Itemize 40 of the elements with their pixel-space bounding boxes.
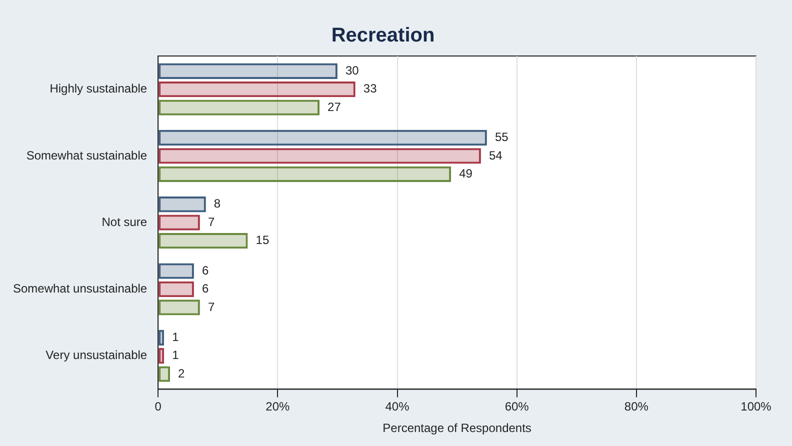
y-tick-label: Very unsustainable bbox=[46, 348, 148, 362]
x-tick-label: 80% bbox=[624, 400, 649, 414]
data-label: 7 bbox=[208, 214, 215, 229]
bar bbox=[158, 281, 194, 298]
data-label: 7 bbox=[208, 300, 215, 314]
data-label: 54 bbox=[488, 148, 503, 162]
x-tick-label: 40% bbox=[385, 400, 410, 414]
chart-title: Recreation bbox=[331, 24, 435, 47]
data-label: 1 bbox=[172, 348, 180, 362]
bar bbox=[158, 81, 356, 98]
data-label: 27 bbox=[328, 100, 342, 114]
x-tick-label: 100% bbox=[740, 400, 772, 414]
data-label: 1 bbox=[172, 330, 180, 344]
data-label: 2 bbox=[178, 366, 186, 380]
data-label: 55 bbox=[494, 130, 509, 144]
y-tick-label: Highly sustainable bbox=[50, 82, 148, 96]
bar bbox=[158, 196, 206, 212]
bar bbox=[158, 100, 320, 116]
x-axis-title: Percentage of Respondents bbox=[382, 421, 532, 436]
x-tick-label: 60% bbox=[504, 400, 530, 414]
y-tick-label: Somewhat unsustainable bbox=[12, 282, 148, 296]
bar bbox=[158, 214, 200, 230]
bar bbox=[158, 148, 481, 164]
data-label: 6 bbox=[202, 282, 209, 296]
data-label: 33 bbox=[363, 82, 378, 96]
bar bbox=[158, 300, 200, 316]
bar bbox=[158, 166, 452, 182]
bar bbox=[158, 130, 487, 146]
x-tick-label: 20% bbox=[266, 400, 290, 414]
data-label: 8 bbox=[214, 196, 221, 211]
data-label: 6 bbox=[202, 263, 209, 278]
y-tick-label: Not sure bbox=[102, 214, 148, 229]
data-label: 49 bbox=[459, 166, 473, 180]
bar bbox=[158, 232, 248, 249]
x-tick-label: 0 bbox=[154, 400, 162, 414]
y-tick-label: Somewhat sustainable bbox=[26, 148, 148, 162]
data-label: 30 bbox=[345, 63, 360, 78]
bar bbox=[158, 263, 194, 279]
data-label: 15 bbox=[256, 233, 270, 248]
bar bbox=[158, 63, 338, 79]
